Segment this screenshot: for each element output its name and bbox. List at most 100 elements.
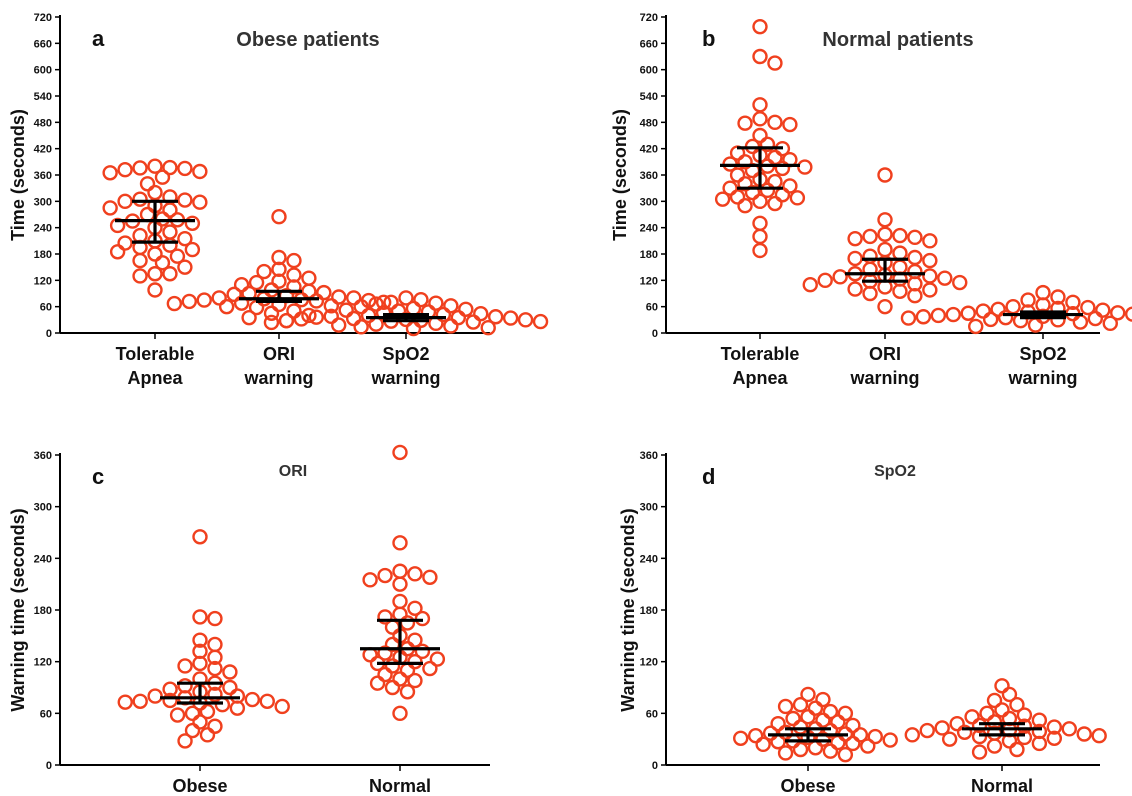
panel-d-data-point xyxy=(1076,726,1092,742)
panel-c-data-point xyxy=(207,686,223,703)
panel-a-data-point xyxy=(323,298,340,314)
panel-a-data-point xyxy=(184,241,201,258)
panel-d-data-point xyxy=(822,722,839,739)
panel-a-data-point xyxy=(211,290,227,306)
panel-d-data-point xyxy=(807,740,824,756)
panel-b-data-point xyxy=(729,167,746,183)
panel-d-data-point xyxy=(830,734,846,751)
panel-b-data-point xyxy=(877,298,893,315)
panel-a-data-point xyxy=(132,191,148,207)
panel-b-data-point xyxy=(922,252,938,269)
panel-b-data-point xyxy=(877,226,893,242)
panel-d-data-point xyxy=(1046,719,1063,735)
panel-b-data-point xyxy=(1050,289,1066,305)
panel-a-data-point xyxy=(177,160,193,177)
panel-c-data-point xyxy=(259,693,275,709)
panel-a-data-point xyxy=(256,263,272,280)
panel-b-data-point xyxy=(997,309,1014,326)
panel-d-data-point xyxy=(986,692,1003,709)
panel-a-y-tick-label: 660 xyxy=(34,38,52,50)
panel-d-data-point xyxy=(956,724,973,740)
panel-d-data-point xyxy=(792,741,809,758)
panel-a-data-point xyxy=(286,252,302,269)
panel-c-data-point xyxy=(407,632,423,648)
panel-a-data-point xyxy=(169,248,186,264)
panel-c-data-point xyxy=(429,651,446,667)
panel-a-data-point xyxy=(233,295,250,311)
panel-a-data-point xyxy=(154,169,171,185)
panel-c-data-point xyxy=(399,615,416,631)
panel-a-data-point xyxy=(226,286,242,303)
panel-a-data-point xyxy=(443,298,459,314)
panel-c-data-point xyxy=(407,672,423,689)
panel-b-y-tick-label: 540 xyxy=(640,91,658,103)
panel-b-data-point xyxy=(1110,305,1126,321)
panel-d-data-point xyxy=(882,732,898,748)
panel-d-data-point xyxy=(807,700,824,716)
panel-c-data-point xyxy=(207,649,223,666)
panel-b-data-point xyxy=(975,303,991,319)
panel-b-data-point xyxy=(752,48,768,65)
panel-c-data-point xyxy=(184,722,201,739)
panel-b-data-point xyxy=(952,274,968,291)
panel-a-data-point xyxy=(263,314,280,331)
panel-d-data-point xyxy=(1046,730,1063,747)
panel-d-data-point xyxy=(1016,707,1033,723)
panel-a-data-point xyxy=(278,313,295,329)
panel-a-data-point xyxy=(177,192,193,208)
panel-d-data-point xyxy=(1001,686,1018,703)
panel-d-data-point xyxy=(971,744,988,760)
panel-d-data-point xyxy=(1091,728,1107,744)
panel-a-data-point xyxy=(413,291,429,308)
panel-c-y-tick-label: 120 xyxy=(34,657,52,669)
panel-a-data-point xyxy=(398,290,414,306)
panel-b-data-point xyxy=(752,18,768,35)
panel-b-data-point xyxy=(1087,310,1104,327)
panel-a-data-point xyxy=(147,184,163,201)
panel-d-data-point xyxy=(1031,712,1048,728)
panel-b-data-point xyxy=(937,270,953,286)
panel-b-category-label: warning xyxy=(1007,368,1077,388)
panel-b-data-point xyxy=(774,160,791,177)
panel-a-letter: a xyxy=(92,26,105,51)
panel-b-data-point xyxy=(789,190,806,206)
panel-a-data-point xyxy=(102,165,118,181)
panel-d-data-point xyxy=(822,703,839,720)
panel-a-data-point xyxy=(383,294,399,310)
panel-c-letter: c xyxy=(92,464,104,489)
panel-c-data-point xyxy=(414,610,431,627)
panel-c-data-point xyxy=(207,718,223,734)
panel-a-data-point xyxy=(162,266,178,282)
panel-c-y-axis-label: Warning time (seconds) xyxy=(8,508,28,711)
panel-c-data-point xyxy=(407,566,423,582)
panel-c-data-point xyxy=(132,693,148,709)
panel-d-data-point xyxy=(800,686,816,703)
panel-b-data-point xyxy=(960,305,976,321)
panel-c-data-point xyxy=(192,529,208,545)
panel-c-data-point xyxy=(399,684,416,700)
panel-d-data-point xyxy=(777,745,794,761)
panel-b-data-point xyxy=(774,187,791,203)
panel-c-data-point xyxy=(407,653,423,670)
panel-c-data-point xyxy=(392,671,408,687)
panel-b-data-point xyxy=(915,309,932,325)
panel-a-data-point xyxy=(316,284,332,301)
panel-c-y-tick-label: 0 xyxy=(46,760,52,772)
panel-a-category-label: SpO2 xyxy=(382,344,429,364)
panel-a-data-point xyxy=(162,159,178,176)
panel-b-data-point xyxy=(900,310,917,326)
panel-a-data-point xyxy=(196,292,212,308)
panel-d-data-point xyxy=(762,725,779,741)
panel-a-data-point xyxy=(286,279,302,295)
panel-a-data-point xyxy=(147,266,163,282)
panel-d-data-point xyxy=(777,698,794,715)
panel-d-data-point xyxy=(919,722,935,739)
panel-b-y-tick-label: 660 xyxy=(640,38,658,50)
panel-d-data-point xyxy=(815,712,831,728)
panel-d-y-tick-label: 300 xyxy=(640,502,658,514)
panel-b-y-tick-label: 300 xyxy=(640,196,658,208)
panel-a-y-axis-label: Time (seconds) xyxy=(8,109,28,241)
panel-a-category-label: Apnea xyxy=(127,368,183,388)
panel-b-data-point xyxy=(759,136,776,152)
panel-c-data-point xyxy=(244,691,261,708)
